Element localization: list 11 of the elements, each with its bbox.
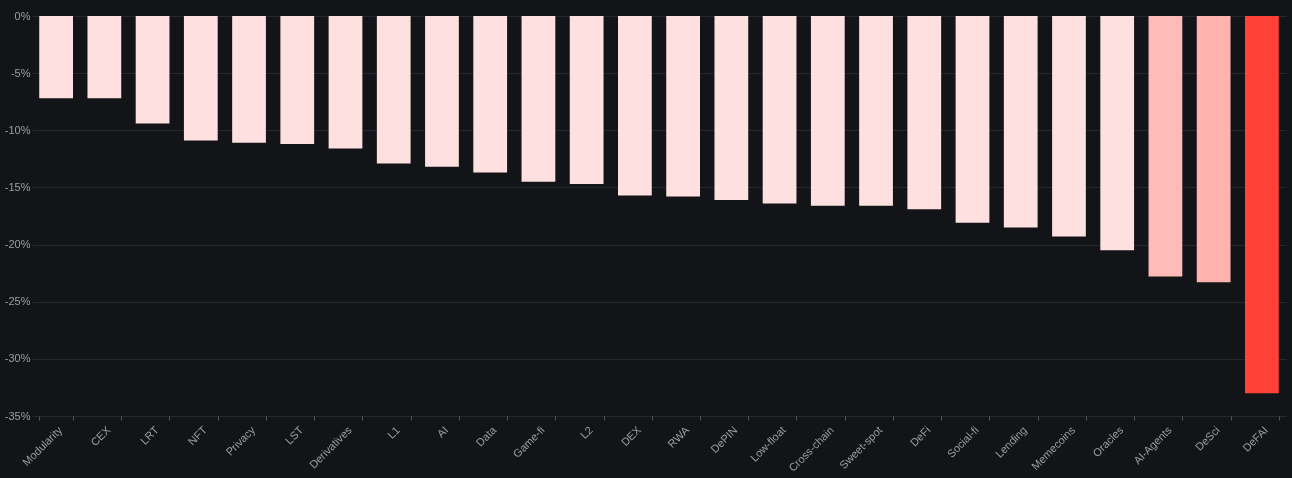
y-tick-label: -25%	[4, 295, 31, 308]
y-tick-label: 0%	[14, 9, 31, 22]
x-tick-label: AI	[434, 423, 451, 440]
y-tick-label: -15%	[4, 180, 31, 193]
y-tick-label: -5%	[10, 66, 31, 79]
y-tick-label: -20%	[4, 238, 31, 251]
x-tick-label: L1	[384, 423, 403, 441]
y-tick-label: -30%	[4, 352, 31, 365]
y-tick-label: -35%	[4, 409, 31, 422]
y-tick-label: -10%	[4, 123, 31, 136]
x-tick-label: L2	[577, 423, 595, 441]
